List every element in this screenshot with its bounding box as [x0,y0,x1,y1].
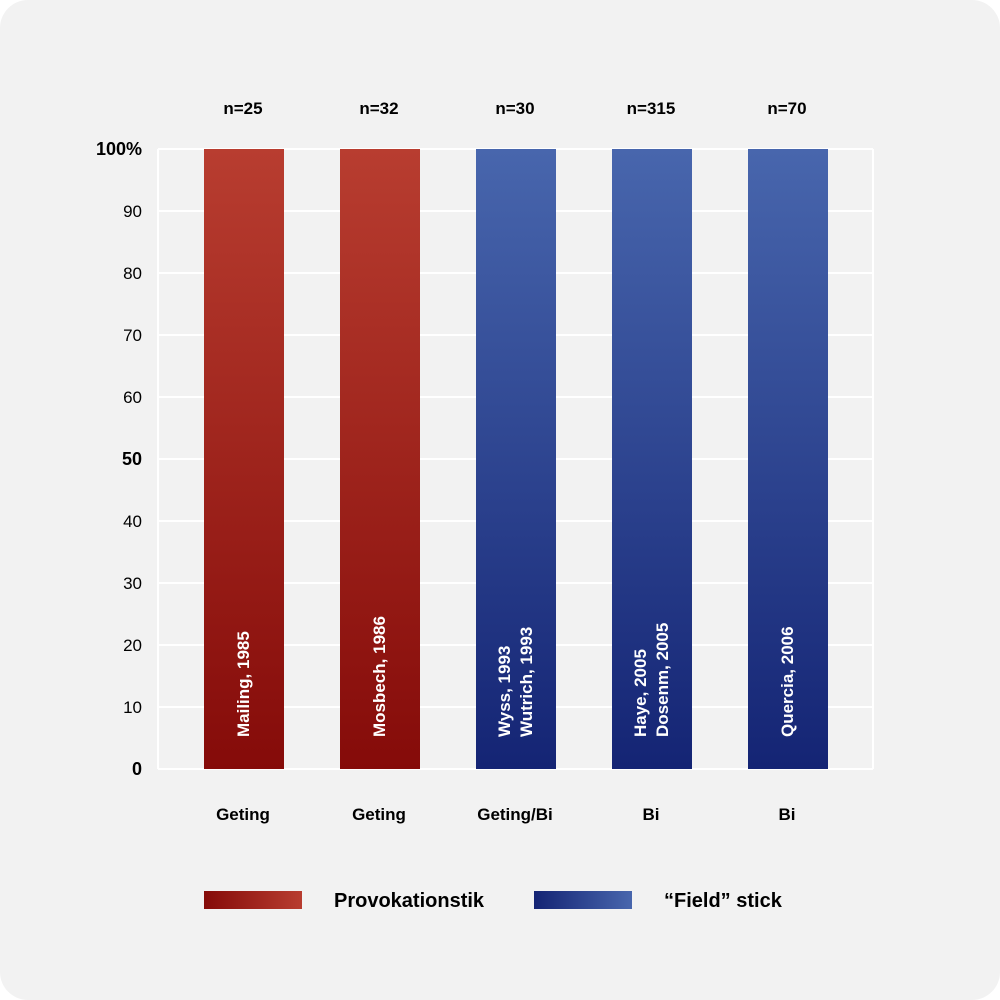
legend-label-field-stick: “Field” stick [664,890,783,912]
y-tick-label: 90 [123,202,142,221]
x-axis: Geting Geting Geting/Bi Bi Bi [216,805,795,824]
bar-study-label: Mosbech, 1986 [370,616,389,737]
count-label: n=32 [359,99,398,118]
y-tick-label: 50 [122,449,142,469]
x-category-label: Geting [352,805,406,824]
bar-study-label: Haye, 2005 [631,649,650,737]
bar [612,149,692,769]
legend: Provokationstik “Field” stick [204,890,783,912]
y-tick-label: 20 [123,636,142,655]
y-tick-label: 10 [123,698,142,717]
legend-swatch-field-stick [534,891,632,909]
x-category-label: Bi [779,805,796,824]
count-label: n=70 [767,99,806,118]
bar-study-label: Mailing, 1985 [234,631,253,737]
x-category-label: Bi [643,805,660,824]
bar-study-label: Dosenm, 2005 [653,623,672,737]
y-tick-label: 100% [96,139,142,159]
bar-study-label: Wyss, 1993 [495,646,514,737]
y-tick-label: 80 [123,264,142,283]
x-category-label: Geting [216,805,270,824]
bar-study-label: Quercia, 2006 [778,626,797,737]
count-label: n=25 [223,99,262,118]
bar [340,149,420,769]
bar [748,149,828,769]
y-tick-label: 70 [123,326,142,345]
count-labels: n=25 n=32 n=30 n=315 n=70 [223,99,806,118]
x-category-label: Geting/Bi [477,805,553,824]
legend-swatch-provokationstik [204,891,302,909]
bars: Mailing, 1985 Mosbech, 1986 Wyss, 1993 Wutr… [204,149,828,769]
y-axis: 0 10 20 30 40 50 60 70 80 90 100% [96,139,142,779]
bar-study-label: Wutrich, 1993 [517,627,536,737]
y-tick-label: 30 [123,574,142,593]
count-label: n=315 [627,99,676,118]
bar [204,149,284,769]
y-tick-label: 0 [132,759,142,779]
y-tick-label: 40 [123,512,142,531]
y-tick-label: 60 [123,388,142,407]
legend-label-provokationstik: Provokationstik [334,890,485,912]
count-label: n=30 [495,99,534,118]
bar [476,149,556,769]
